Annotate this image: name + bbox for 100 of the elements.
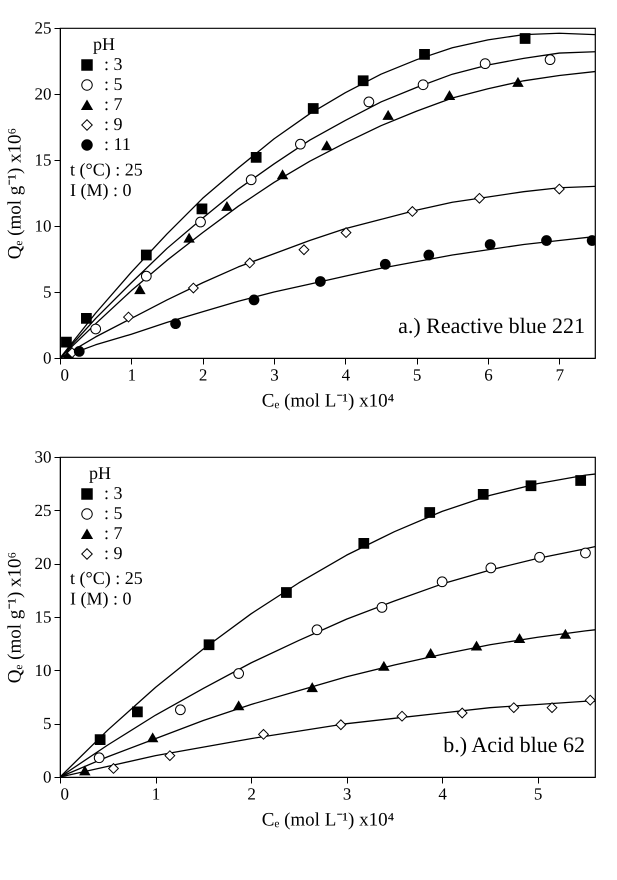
point: [471, 641, 482, 651]
x-tick-label: 7: [556, 366, 565, 384]
point: [358, 538, 370, 549]
point: [258, 728, 269, 740]
point: [520, 33, 530, 44]
point: [424, 507, 436, 518]
y-tick-label: 25: [34, 500, 52, 520]
point: [140, 270, 152, 282]
x-tick-label: 0: [60, 784, 69, 804]
legend-label: : 7: [104, 523, 123, 543]
legend-title: pH: [89, 463, 111, 483]
point: [277, 170, 288, 180]
point: [546, 702, 558, 714]
point: [321, 140, 332, 150]
point: [407, 206, 418, 217]
point: [134, 284, 146, 294]
y-axis-title: Qₑ (mol g⁻¹) x10⁶: [4, 128, 26, 260]
point: [425, 648, 436, 658]
point: [250, 152, 262, 163]
y-tick-label: 30: [34, 448, 52, 466]
x-tick-label: 4: [438, 784, 448, 804]
point: [233, 668, 244, 679]
point: [248, 294, 260, 306]
point: [184, 233, 194, 243]
y-tick-label: 5: [43, 282, 52, 302]
x-axis-title: Cₑ (mol L⁻¹) x10⁴: [262, 390, 395, 412]
point: [514, 634, 525, 644]
x-tick-label: 4: [342, 366, 351, 384]
point: [164, 750, 176, 762]
point: [512, 77, 524, 87]
x-tick-label: 5: [534, 784, 542, 804]
legend-label: : 9: [104, 543, 123, 563]
legend-label: : 11: [104, 134, 131, 154]
y-tick-label: 10: [34, 216, 52, 236]
point: [584, 694, 595, 706]
point: [456, 708, 468, 718]
point: [382, 110, 394, 120]
point: [560, 629, 571, 639]
x-tick-label: 1: [128, 366, 136, 384]
y-tick-label: 20: [34, 554, 52, 574]
point: [378, 661, 390, 671]
point: [580, 548, 591, 558]
x-tick-label: 3: [342, 784, 352, 804]
legend-label: : 7: [104, 94, 123, 114]
point: [188, 282, 199, 294]
point: [336, 719, 346, 730]
y-tick-label: 5: [43, 714, 52, 734]
point: [222, 201, 232, 211]
point: [195, 216, 206, 228]
point: [140, 250, 152, 260]
point: [340, 227, 352, 238]
point: [396, 710, 408, 722]
text: b.) Acid blue 62: [443, 732, 585, 757]
point: [196, 203, 208, 214]
point: [364, 96, 374, 108]
y-tick-label: 25: [34, 18, 52, 38]
point: [90, 324, 102, 334]
x-tick-label: 6: [484, 366, 493, 384]
point: [508, 702, 520, 714]
legend-label: : 5: [104, 74, 123, 94]
point: [314, 276, 326, 287]
x-tick-label: 1: [152, 784, 160, 804]
annotation: t (°C) : 25: [70, 160, 143, 180]
legend-label: : 3: [104, 483, 123, 503]
point: [485, 562, 496, 574]
point: [418, 79, 428, 90]
point: [376, 602, 388, 613]
point: [147, 732, 158, 742]
legend-label: : 9: [104, 114, 123, 134]
annotation: I (M) : 0: [70, 180, 132, 200]
point: [312, 624, 322, 636]
point: [358, 75, 369, 86]
point: [308, 103, 319, 114]
point: [123, 312, 134, 322]
y-tick-label: 0: [43, 348, 52, 368]
legend-label: : 5: [104, 503, 123, 523]
x-axis-title: Cₑ (mol L⁻¹) x10⁴: [262, 810, 395, 830]
point: [108, 763, 119, 774]
point: [233, 700, 244, 710]
y-tick-label: 15: [34, 608, 52, 626]
point: [94, 734, 106, 746]
point: [380, 258, 391, 270]
text: a.) Reactive blue 221: [398, 313, 585, 338]
y-tick-label: 10: [34, 660, 52, 680]
point: [541, 235, 552, 246]
point: [170, 318, 181, 330]
point: [444, 90, 455, 100]
y-tick-label: 0: [43, 768, 52, 786]
x-tick-label: 0: [60, 366, 69, 384]
y-tick-label: 20: [34, 84, 52, 104]
point: [132, 706, 143, 718]
point: [79, 766, 90, 776]
annotation: I (M) : 0: [70, 588, 132, 608]
x-tick-label: 2: [198, 366, 208, 384]
point: [298, 244, 310, 256]
point: [478, 488, 489, 500]
point: [534, 552, 545, 563]
x-tick-label: 5: [412, 366, 422, 384]
point: [204, 639, 214, 650]
point: [474, 192, 485, 204]
